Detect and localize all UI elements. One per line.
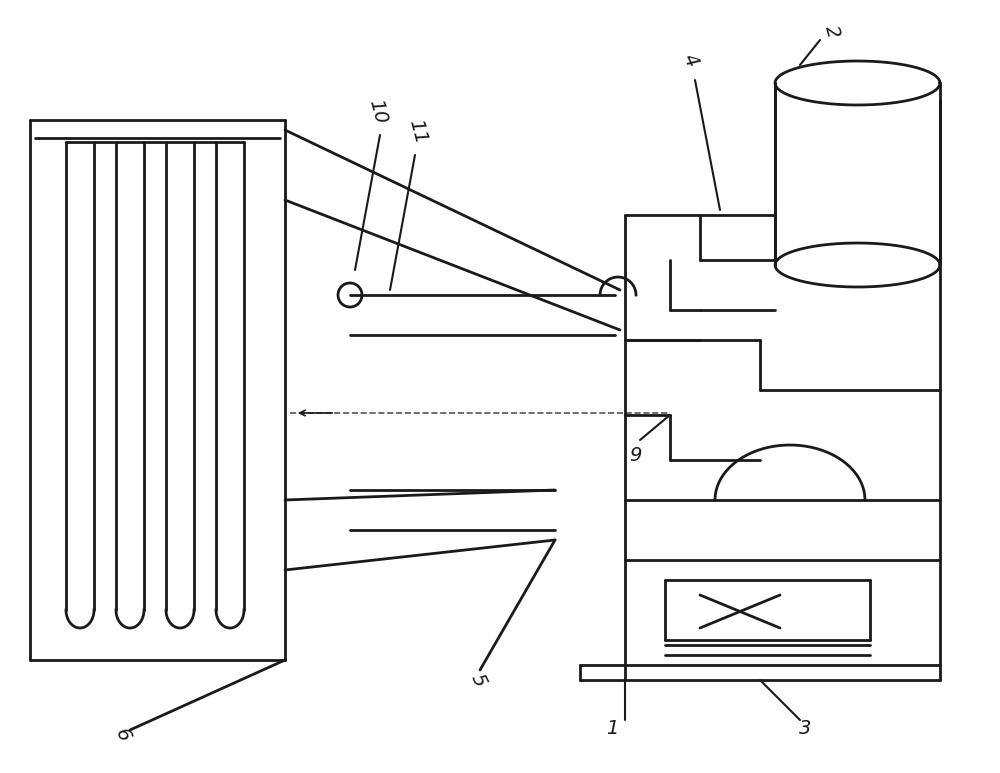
Text: 4: 4 (679, 50, 701, 70)
Text: 3: 3 (799, 718, 811, 737)
Text: 2: 2 (821, 23, 843, 40)
Text: 6: 6 (111, 725, 133, 744)
Text: 1: 1 (606, 718, 618, 737)
Text: 10: 10 (366, 97, 390, 127)
Text: 5: 5 (467, 670, 489, 690)
Text: 11: 11 (406, 117, 430, 146)
Text: 9: 9 (629, 445, 641, 465)
